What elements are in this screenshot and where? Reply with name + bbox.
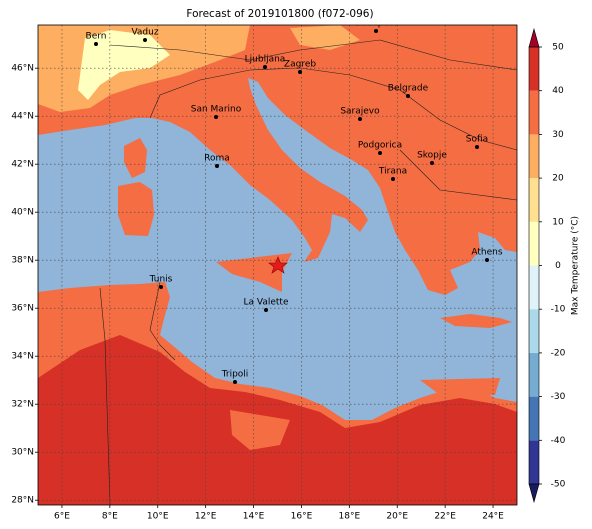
city-label: La Valette bbox=[244, 298, 289, 308]
colorbar-bin bbox=[529, 440, 539, 484]
colorbar-bin bbox=[529, 265, 539, 310]
colorbar-tick-label: 50 bbox=[552, 43, 564, 53]
y-tick-label: 38°N bbox=[11, 256, 34, 266]
gridlines bbox=[38, 25, 517, 505]
city-dot bbox=[143, 38, 147, 42]
y-tick-label: 30°N bbox=[11, 448, 34, 458]
hungary-patch bbox=[290, 25, 360, 50]
city-label: Tunis bbox=[149, 275, 173, 285]
colorbar-tick-label: -30 bbox=[551, 392, 566, 402]
border bbox=[109, 39, 517, 71]
colorbar-tick-label: 10 bbox=[552, 217, 564, 227]
star-marker bbox=[268, 256, 288, 274]
colorbar-tick-label: 0 bbox=[555, 261, 561, 271]
city-label: Sarajevo bbox=[340, 107, 380, 117]
city-label: Sofia bbox=[466, 135, 488, 145]
map-title: Forecast of 2019101800 (f072-096) bbox=[186, 8, 373, 20]
x-tick-label: 12°E bbox=[195, 512, 217, 522]
colorbar-extend-bottom bbox=[528, 483, 540, 504]
x-tick-label: 16°E bbox=[291, 512, 313, 522]
city-dot bbox=[378, 151, 382, 155]
axes: 6°E 8°E 10°E 12°E 14°E 16°E 18°E 20°E 22°E 24°E 28… bbox=[11, 64, 504, 522]
city-label: Budapest bbox=[355, 19, 398, 29]
city-dot bbox=[298, 70, 302, 74]
colorbar-tick-label: -50 bbox=[551, 480, 566, 490]
border bbox=[99, 287, 111, 505]
city-label: Zagreb bbox=[284, 60, 316, 70]
city-label: Vaduz bbox=[131, 28, 158, 38]
x-tick-label: 24°E bbox=[482, 512, 504, 522]
city-label: Athens bbox=[471, 248, 502, 258]
city-dot bbox=[430, 161, 434, 165]
colorbar-label: Max Temperature (°C) bbox=[571, 216, 581, 315]
y-tick-label: 40°N bbox=[11, 208, 34, 218]
cyrenaica-patch bbox=[420, 378, 500, 395]
city-label: Roma bbox=[204, 154, 230, 164]
colorbar-tick-label: 20 bbox=[552, 174, 564, 184]
colorbar-bin bbox=[529, 309, 539, 353]
colorbar-bin bbox=[529, 221, 539, 266]
city-label: Skopje bbox=[417, 151, 447, 161]
sardinia bbox=[118, 182, 154, 236]
city-dot bbox=[214, 115, 218, 119]
y-tick-label: 42°N bbox=[11, 160, 34, 170]
colorbar-bin bbox=[529, 90, 539, 135]
corsica bbox=[124, 138, 147, 178]
city-dot bbox=[94, 42, 98, 46]
city-label: Tirana bbox=[378, 167, 407, 177]
border bbox=[149, 281, 176, 361]
city-dot bbox=[406, 94, 410, 98]
y-tick-label: 46°N bbox=[11, 64, 34, 74]
city-dot bbox=[391, 177, 395, 181]
colorbar-tick-label: -40 bbox=[551, 436, 566, 446]
colorbar-tick-label: 30 bbox=[552, 130, 564, 140]
colorbar-bin bbox=[529, 178, 539, 222]
city-dot bbox=[485, 258, 489, 262]
x-tick-label: 14°E bbox=[243, 512, 265, 522]
city-dot bbox=[264, 308, 268, 312]
city-label: Belgrade bbox=[388, 84, 429, 94]
city-dot bbox=[233, 380, 237, 384]
city-label: Podgorica bbox=[358, 141, 402, 151]
colorbar-tick-label: -10 bbox=[551, 305, 566, 315]
x-tick-label: 6°E bbox=[54, 512, 70, 522]
city-label: Ljubljana bbox=[245, 55, 286, 65]
colorbar-extend-top bbox=[528, 27, 540, 48]
y-tick-label: 36°N bbox=[11, 304, 34, 314]
border bbox=[399, 149, 517, 201]
libya-patch bbox=[230, 410, 290, 450]
colorbar-bin bbox=[529, 47, 539, 91]
y-tick-label: 32°N bbox=[11, 400, 34, 410]
colorbar-tick-label: 40 bbox=[552, 86, 564, 96]
y-tick-label: 28°N bbox=[11, 496, 34, 506]
city-dot bbox=[159, 285, 163, 289]
colorbar-bin bbox=[529, 134, 539, 179]
colorbar-bin bbox=[529, 396, 539, 441]
x-tick-label: 18°E bbox=[339, 512, 361, 522]
x-tick-label: 10°E bbox=[147, 512, 169, 522]
x-tick-label: 20°E bbox=[386, 512, 408, 522]
city-dot bbox=[358, 117, 362, 121]
border bbox=[149, 67, 517, 151]
map-frame bbox=[37, 24, 518, 506]
city-dot bbox=[475, 145, 479, 149]
crete bbox=[440, 314, 512, 328]
city-dot bbox=[263, 65, 267, 69]
city-label: San Marino bbox=[191, 105, 242, 115]
city-label: Bern bbox=[86, 32, 107, 42]
x-tick-label: 22°E bbox=[434, 512, 456, 522]
city-label: Tripoli bbox=[221, 370, 249, 380]
city-dot bbox=[215, 164, 219, 168]
colorbar-tick-label: -20 bbox=[551, 348, 566, 358]
x-tick-label: 8°E bbox=[102, 512, 118, 522]
colorbar: -50 -40 -30 -20 -10 0 10 20 30 40 50 Max Temperatur… bbox=[528, 27, 581, 504]
city-dot bbox=[374, 29, 378, 33]
colorbar-bin bbox=[529, 352, 539, 397]
y-tick-label: 44°N bbox=[11, 112, 34, 122]
y-tick-label: 34°N bbox=[11, 352, 34, 362]
